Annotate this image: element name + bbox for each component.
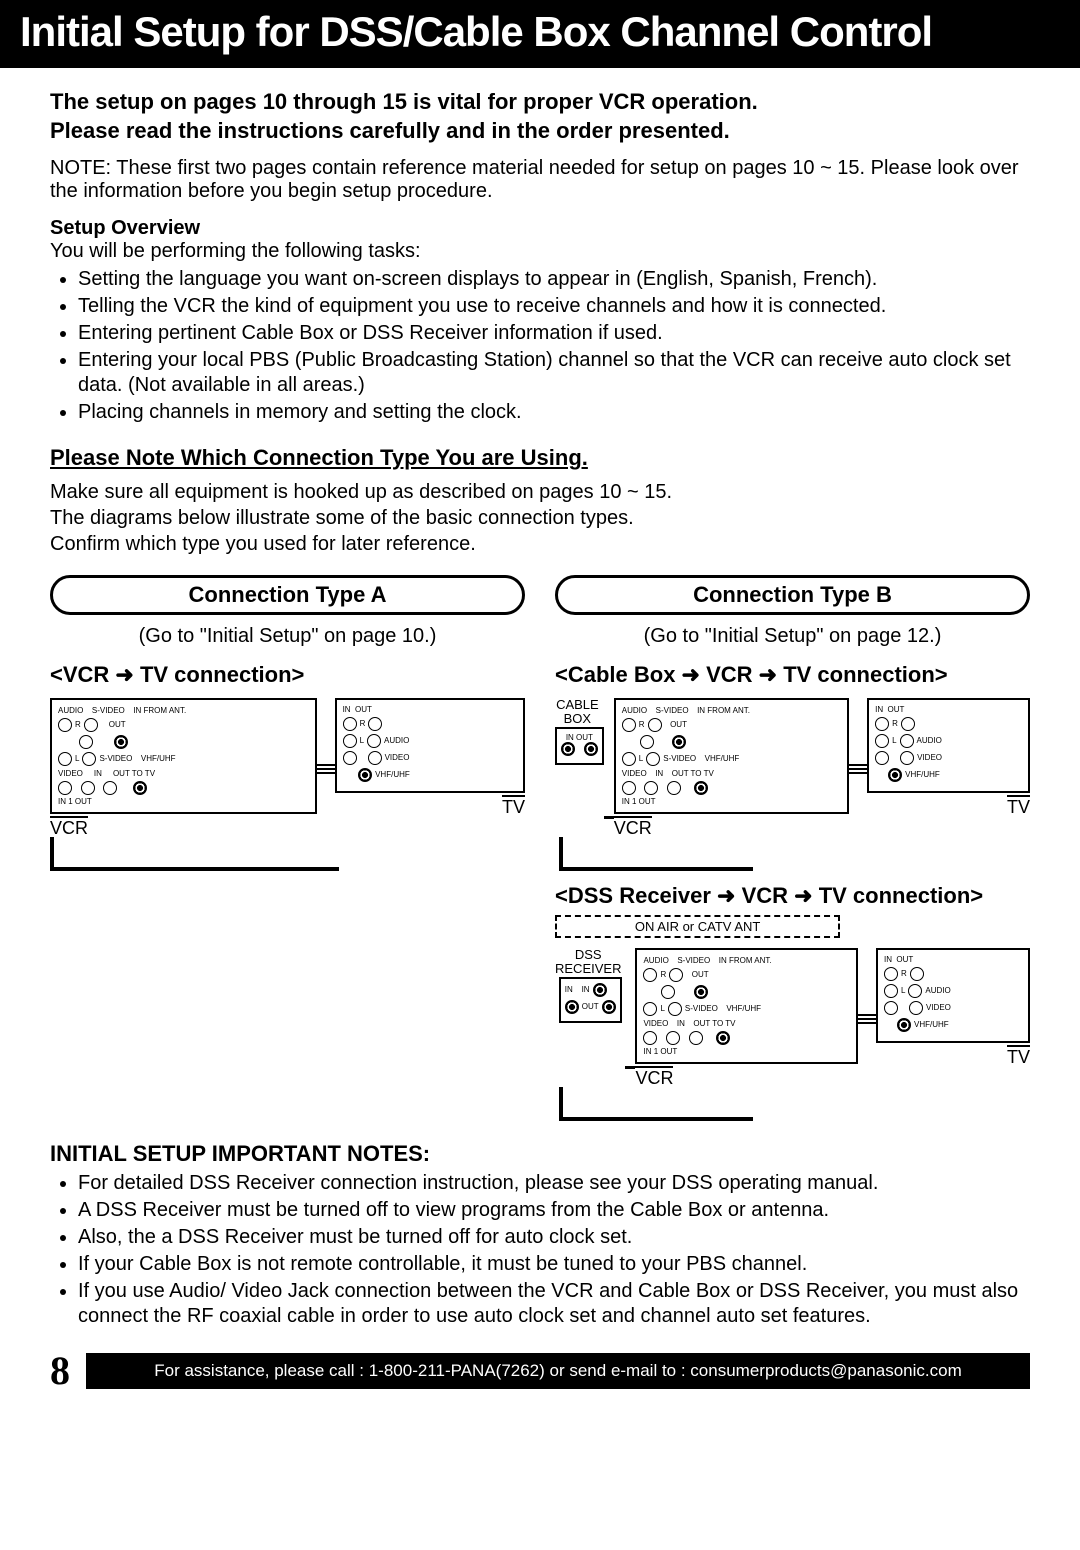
tv-caption: TV bbox=[1007, 1045, 1030, 1068]
tv-device: IN OUT R LAUDIO VIDEO VHF/UHF TV bbox=[335, 698, 525, 818]
note-text: NOTE: These first two pages contain refe… bbox=[50, 157, 1030, 203]
diagram-b1: CABLEBOX IN OUT AUDIO S-VIDEO IN FROM AN… bbox=[555, 698, 1030, 839]
type-a-pill: Connection Type A bbox=[50, 575, 525, 615]
connector-line bbox=[604, 816, 614, 819]
footer-bar: For assistance, please call : 1-800-211-… bbox=[86, 1353, 1030, 1389]
task-item: Entering pertinent Cable Box or DSS Rece… bbox=[78, 321, 1030, 346]
task-item: Placing channels in memory and setting t… bbox=[78, 400, 1030, 425]
dss-label: DSSRECEIVER bbox=[555, 948, 621, 977]
notes-heading: INITIAL SETUP IMPORTANT NOTES: bbox=[50, 1141, 1030, 1167]
type-a-title: <VCR ➜ TV connection> bbox=[50, 662, 525, 688]
intro-line-1: The setup on pages 10 through 15 is vita… bbox=[50, 88, 1030, 117]
type-b-goto: (Go to "Initial Setup" on page 12.) bbox=[555, 625, 1030, 648]
antenna-label: ON AIR or CATV ANT bbox=[555, 915, 840, 938]
dss-device: IN IN OUT bbox=[559, 977, 622, 1023]
cable-box-label: CABLEBOX bbox=[556, 698, 599, 727]
page-title: Initial Setup for DSS/Cable Box Channel … bbox=[20, 8, 932, 55]
vcr-device: AUDIO S-VIDEO IN FROM ANT. R OUT LS-VIDE… bbox=[50, 698, 317, 839]
task-list: Setting the language you want on-screen … bbox=[50, 267, 1030, 425]
task-item: Telling the VCR the kind of equipment yo… bbox=[78, 294, 1030, 319]
connection-body: Make sure all equipment is hooked up as … bbox=[50, 479, 1030, 557]
connection-heading: Please Note Which Connection Type You ar… bbox=[50, 445, 1030, 471]
vcr-caption: VCR bbox=[635, 1066, 673, 1089]
diagram-b2: DSSRECEIVER IN IN OUT AUDIO S-VIDEO IN F… bbox=[555, 948, 1030, 1089]
diagram-a: AUDIO S-VIDEO IN FROM ANT. R OUT LS-VIDE… bbox=[50, 698, 525, 871]
footer-row: 8 For assistance, please call : 1-800-21… bbox=[50, 1347, 1030, 1394]
column-type-a: Connection Type A (Go to "Initial Setup"… bbox=[50, 575, 525, 1121]
vcr-device: AUDIO S-VIDEO IN FROM ANT. R OUT LS-VIDE… bbox=[635, 948, 858, 1089]
note-item: If you use Audio/ Video Jack connection … bbox=[78, 1279, 1030, 1329]
cable-box-device: IN OUT bbox=[555, 727, 604, 765]
notes-list: For detailed DSS Receiver connection ins… bbox=[50, 1171, 1030, 1329]
overview-heading: Setup Overview bbox=[50, 217, 1030, 240]
note-item: Also, the a DSS Receiver must be turned … bbox=[78, 1225, 1030, 1250]
page-number: 8 bbox=[50, 1347, 70, 1394]
note-item: For detailed DSS Receiver connection ins… bbox=[78, 1171, 1030, 1196]
connector-line bbox=[559, 837, 753, 871]
tv-device: IN OUT R LAUDIO VIDEO VHF/UHF TV bbox=[876, 948, 1030, 1068]
task-item: Entering your local PBS (Public Broadcas… bbox=[78, 348, 1030, 398]
type-a-goto: (Go to "Initial Setup" on page 10.) bbox=[50, 625, 525, 648]
overview-intro: You will be performing the following tas… bbox=[50, 240, 1030, 263]
connection-columns: Connection Type A (Go to "Initial Setup"… bbox=[50, 575, 1030, 1121]
note-item: If your Cable Box is not remote controll… bbox=[78, 1252, 1030, 1277]
vcr-caption: VCR bbox=[50, 816, 88, 839]
vcr-device: AUDIO S-VIDEO IN FROM ANT. R OUT LS-VIDE… bbox=[614, 698, 849, 839]
tv-device: IN OUT R LAUDIO VIDEO VHF/UHF TV bbox=[867, 698, 1030, 818]
cable-lines-icon bbox=[849, 762, 867, 776]
page-content: The setup on pages 10 through 15 is vita… bbox=[0, 68, 1080, 1404]
type-b-pill: Connection Type B bbox=[555, 575, 1030, 615]
connector-line bbox=[50, 837, 339, 871]
note-item: A DSS Receiver must be turned off to vie… bbox=[78, 1198, 1030, 1223]
column-type-b: Connection Type B (Go to "Initial Setup"… bbox=[555, 575, 1030, 1121]
type-b-title-2: <DSS Receiver ➜ VCR ➜ TV connection> bbox=[555, 883, 1030, 909]
task-item: Setting the language you want on-screen … bbox=[78, 267, 1030, 292]
connector-line bbox=[625, 1066, 635, 1069]
connector-line bbox=[559, 1087, 753, 1121]
intro-line-2: Please read the instructions carefully a… bbox=[50, 117, 1030, 146]
cable-lines-icon bbox=[858, 1012, 876, 1026]
page-title-bar: Initial Setup for DSS/Cable Box Channel … bbox=[0, 0, 1080, 68]
type-b-title-1: <Cable Box ➜ VCR ➜ TV connection> bbox=[555, 662, 1030, 688]
tv-caption: TV bbox=[1007, 795, 1030, 818]
vcr-caption: VCR bbox=[614, 816, 652, 839]
cable-lines-icon bbox=[317, 762, 335, 776]
tv-caption: TV bbox=[502, 795, 525, 818]
